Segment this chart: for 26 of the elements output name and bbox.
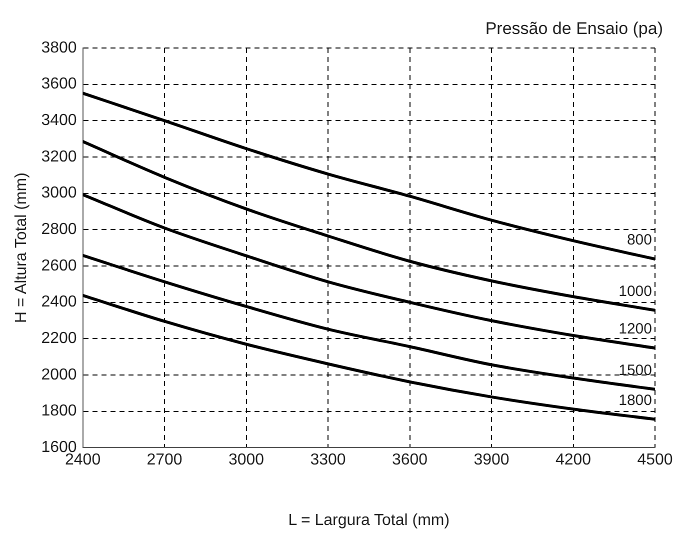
- series-label: 1500: [618, 362, 652, 379]
- x-tick-label: 3900: [474, 452, 510, 469]
- x-tick-label: 2700: [146, 452, 182, 469]
- y-tick-label: 2400: [41, 294, 77, 311]
- y-tick-label: 3200: [41, 148, 77, 166]
- series-label: 1200: [618, 320, 652, 338]
- x-tick-label: 3600: [392, 452, 428, 469]
- legend-title: Pressão de Ensaio (pa): [485, 19, 663, 38]
- y-tick-label: 2200: [41, 330, 77, 348]
- y-tick-label: 3000: [41, 184, 77, 202]
- y-tick-label: 3600: [41, 76, 77, 93]
- y-axis-title: H = Altura Total (mm): [13, 172, 30, 324]
- x-tick-label: 3300: [310, 452, 346, 469]
- y-tick-label: 1800: [41, 402, 77, 420]
- x-axis-title: L = Largura Total (mm): [288, 512, 450, 529]
- series-label: 1800: [618, 392, 652, 409]
- series-label: 1000: [618, 282, 652, 300]
- y-tick-label: 2600: [41, 257, 77, 274]
- y-tick-label: 3800: [41, 39, 77, 56]
- y-tick-label: 2800: [41, 221, 77, 238]
- x-tick-label: 4200: [555, 452, 592, 469]
- x-tick-label: 3000: [228, 452, 264, 469]
- y-tick-label: 2000: [41, 366, 77, 384]
- x-tick-label: 4500: [637, 452, 673, 469]
- series-label: 800: [626, 232, 652, 249]
- y-tick-label: 3400: [41, 112, 77, 130]
